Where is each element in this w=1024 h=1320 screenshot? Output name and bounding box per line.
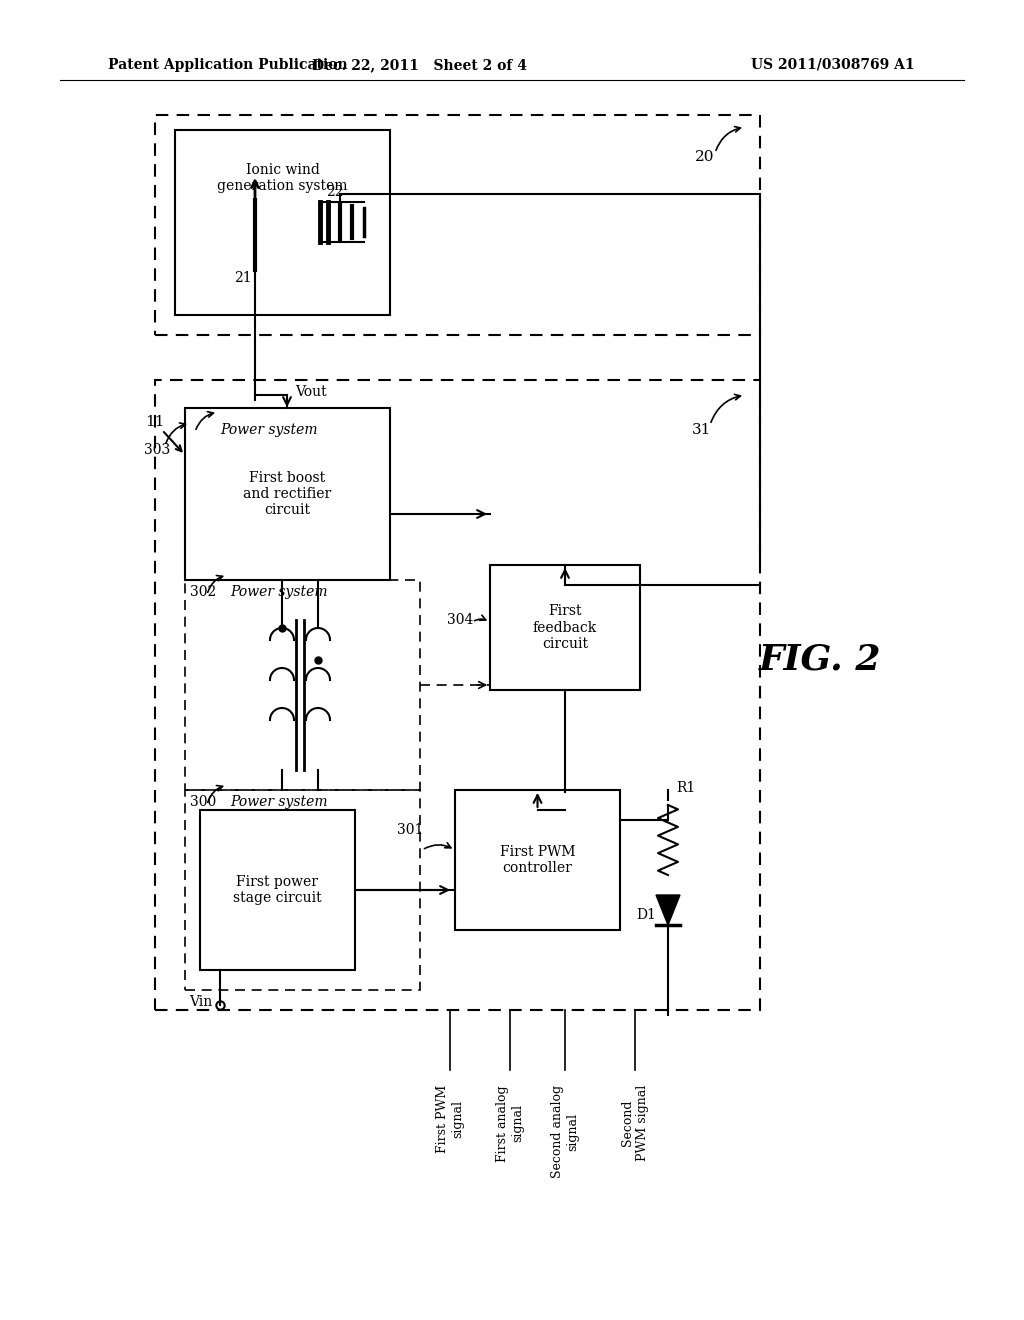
Text: First
feedback
circuit: First feedback circuit — [532, 605, 597, 651]
Text: Second
PWM signal: Second PWM signal — [621, 1085, 649, 1162]
Text: First analog
signal: First analog signal — [496, 1085, 524, 1162]
Text: Vout: Vout — [295, 385, 327, 399]
Bar — [175, 129, 390, 315]
Bar — [200, 810, 355, 970]
Text: Power system: Power system — [230, 585, 328, 599]
Text: 303: 303 — [144, 444, 170, 457]
Text: Power system: Power system — [230, 795, 328, 809]
Text: 20: 20 — [695, 150, 715, 164]
Bar — [155, 115, 760, 335]
Text: 304: 304 — [446, 612, 473, 627]
Text: Vin: Vin — [188, 995, 212, 1008]
Text: 21: 21 — [234, 271, 252, 285]
Bar — [185, 789, 420, 990]
Text: First boost
and rectifier
circuit: First boost and rectifier circuit — [244, 471, 332, 517]
Text: 300: 300 — [190, 795, 216, 809]
Text: First PWM
signal: First PWM signal — [436, 1085, 464, 1154]
Text: Dec. 22, 2011   Sheet 2 of 4: Dec. 22, 2011 Sheet 2 of 4 — [312, 58, 527, 73]
Text: 22: 22 — [327, 185, 344, 199]
Text: 302: 302 — [190, 585, 216, 599]
Text: 11: 11 — [145, 414, 165, 429]
Bar — [455, 789, 620, 931]
Polygon shape — [656, 895, 680, 925]
Text: FIG. 2: FIG. 2 — [759, 643, 882, 677]
Bar — [185, 408, 390, 579]
Text: 301: 301 — [397, 822, 423, 837]
Text: D1: D1 — [636, 908, 656, 921]
Text: Patent Application Publication: Patent Application Publication — [108, 58, 347, 73]
Text: Second analog
signal: Second analog signal — [551, 1085, 579, 1179]
Text: R1: R1 — [677, 781, 695, 795]
Bar — [155, 380, 760, 1010]
Bar — [490, 565, 640, 690]
Text: US 2011/0308769 A1: US 2011/0308769 A1 — [752, 58, 915, 73]
Text: Ionic wind
generation system: Ionic wind generation system — [217, 162, 348, 193]
Text: Power system: Power system — [220, 422, 317, 437]
Text: First PWM
controller: First PWM controller — [500, 845, 575, 875]
Text: 31: 31 — [692, 422, 712, 437]
Bar — [185, 579, 420, 789]
Text: First power
stage circuit: First power stage circuit — [233, 875, 322, 906]
